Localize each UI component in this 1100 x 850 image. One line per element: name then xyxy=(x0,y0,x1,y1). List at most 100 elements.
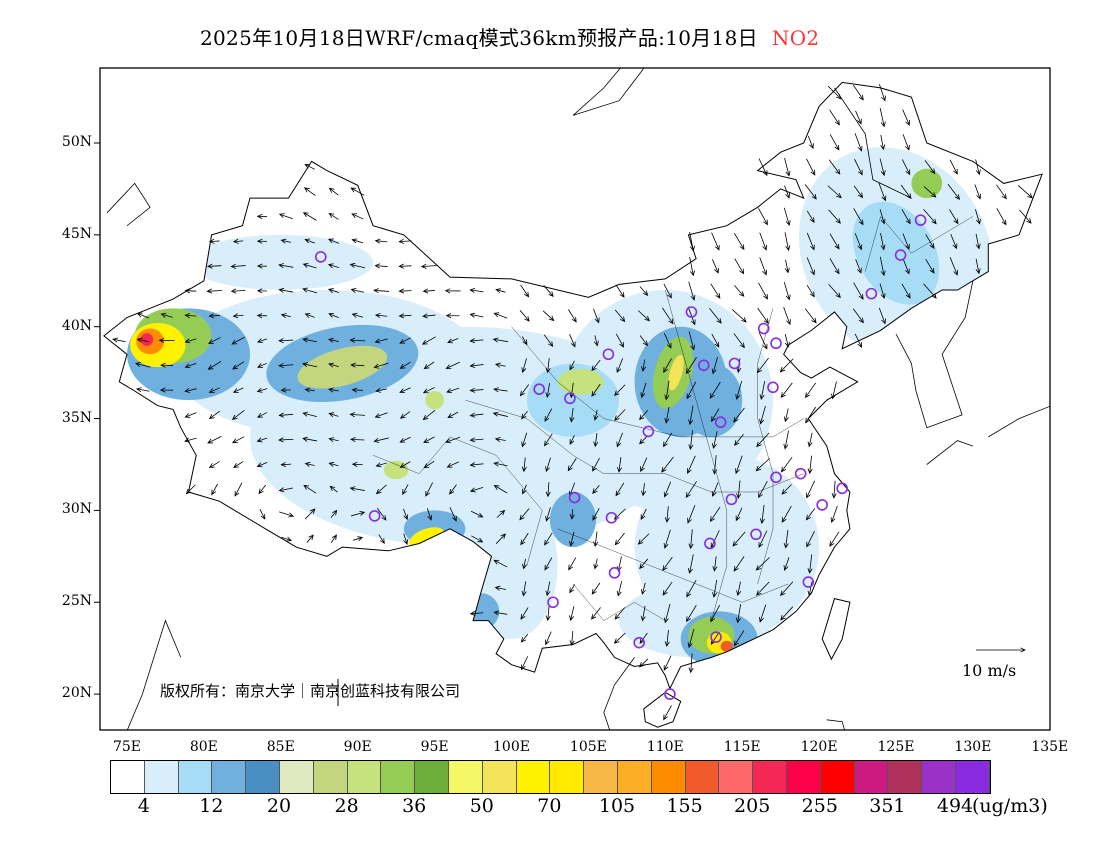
wind-arrow xyxy=(830,505,838,523)
wind-arrow xyxy=(902,258,910,275)
wind-arrow xyxy=(828,159,841,175)
wind-arrow xyxy=(494,437,506,443)
colorbar-label: 4 xyxy=(137,795,150,817)
wind-arrow xyxy=(879,108,886,128)
wind-arrow xyxy=(257,362,267,368)
wind-arrow xyxy=(373,288,390,294)
wind-arrow xyxy=(616,581,623,597)
wind-arrow xyxy=(211,483,218,496)
wind-arrow xyxy=(544,532,553,546)
wind-arrow xyxy=(806,210,815,223)
city-site-marker xyxy=(770,337,782,350)
wind-arrow xyxy=(376,507,387,521)
wind-arrow xyxy=(425,482,433,497)
wind-arrow xyxy=(398,313,412,319)
wind-arrow xyxy=(256,462,268,468)
wind-arrow xyxy=(756,581,770,596)
wind-arrow xyxy=(234,482,243,497)
concentration-patch xyxy=(549,492,597,548)
city-site-marker xyxy=(642,425,655,438)
wind-arrow xyxy=(351,213,364,220)
latitude-label: 35N xyxy=(61,409,92,426)
wind-arrow xyxy=(544,408,553,422)
wind-arrow xyxy=(758,481,768,499)
wind-arrow xyxy=(328,362,339,368)
wind-arrow xyxy=(640,605,646,622)
wind-arrow xyxy=(349,486,365,492)
wind-arrow xyxy=(806,284,815,298)
wind-arrow xyxy=(493,312,508,319)
wind-arrow xyxy=(542,310,555,322)
wind-arrow xyxy=(807,455,813,475)
wind-arrow xyxy=(493,461,508,467)
wind-arrow xyxy=(519,310,530,322)
wind-arrow xyxy=(184,363,197,369)
wind-arrow xyxy=(422,409,436,421)
wind-arrow xyxy=(784,157,791,177)
colorbar-swatch xyxy=(415,761,449,793)
wind-arrow xyxy=(879,256,886,277)
wind-arrow xyxy=(398,288,412,294)
wind-arrow xyxy=(208,313,220,319)
wind-arrow xyxy=(233,461,244,469)
colorbar-swatch xyxy=(854,761,889,793)
colorbar-swatch xyxy=(178,761,213,793)
wind-arrow xyxy=(663,283,672,299)
wind-arrow xyxy=(208,238,220,244)
wind-arrow xyxy=(302,212,317,221)
wind-arrow xyxy=(829,233,840,250)
wind-arrow xyxy=(374,238,388,244)
longitude-label: 90E xyxy=(343,739,372,755)
wind-arrow xyxy=(519,384,530,397)
wind-arrow xyxy=(302,287,318,294)
wind-arrow xyxy=(663,332,672,349)
wind-arrow xyxy=(373,437,389,443)
wind-arrow xyxy=(806,257,815,276)
wind-arrow xyxy=(592,457,600,472)
wind-arrow xyxy=(493,387,508,393)
wind-arrow xyxy=(639,558,649,570)
wind-arrow xyxy=(330,534,337,543)
coastline xyxy=(826,719,845,730)
longitude-label: 75E xyxy=(112,739,142,755)
wind-arrow xyxy=(637,310,650,322)
wind-arrow xyxy=(302,436,318,442)
wind-arrow xyxy=(879,209,886,225)
wind-arrow xyxy=(975,159,981,176)
wind-arrow xyxy=(231,336,246,345)
wind-arrow xyxy=(975,258,981,275)
wind-arrow xyxy=(735,380,743,400)
wind-arrow xyxy=(426,508,433,521)
wind-arrow xyxy=(733,630,745,647)
wind-arrow xyxy=(593,432,599,448)
city-site-marker xyxy=(802,576,815,588)
wind-arrow xyxy=(783,529,789,549)
wind-arrow xyxy=(996,184,1007,200)
wind-arrow xyxy=(303,187,316,196)
wind-arrow xyxy=(804,184,817,200)
wind-scale-arrow xyxy=(976,647,1026,653)
wind-arrow xyxy=(686,580,697,598)
city-site-marker xyxy=(368,510,381,522)
wind-arrow xyxy=(469,610,484,616)
wind-arrow xyxy=(781,505,792,523)
wind-arrow xyxy=(923,209,937,225)
wind-arrow xyxy=(256,238,267,244)
wind-arrow xyxy=(521,336,528,346)
wind-arrow xyxy=(686,381,697,400)
city-site-marker xyxy=(697,359,710,372)
wind-arrow xyxy=(403,508,409,521)
colorbar-swatch xyxy=(685,761,720,793)
wind-arrow xyxy=(591,383,601,397)
wind-arrow xyxy=(593,308,600,324)
wind-arrow xyxy=(591,607,601,620)
wind-arrow xyxy=(350,287,365,293)
wind-arrow xyxy=(469,462,484,468)
wind-arrow xyxy=(711,232,720,251)
wind-arrow xyxy=(614,532,625,546)
wind-arrow xyxy=(378,534,385,544)
wind-arrow xyxy=(756,432,770,448)
wind-arrow xyxy=(712,579,718,598)
wind-arrow xyxy=(639,435,649,445)
wind-arrow xyxy=(688,653,694,674)
